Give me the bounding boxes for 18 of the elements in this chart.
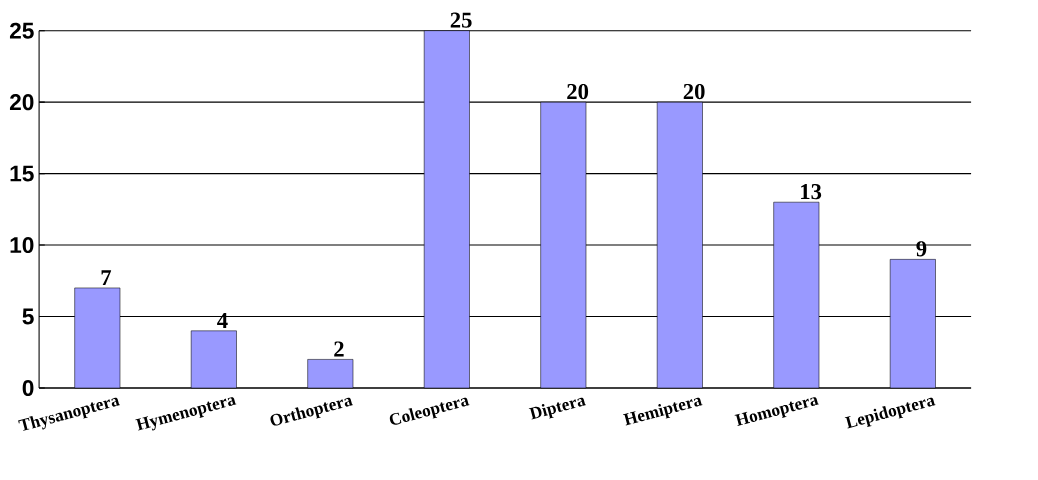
x-tick-label: Orthoptera xyxy=(270,397,354,426)
data-label: 9 xyxy=(916,241,927,257)
data-label: 13 xyxy=(801,184,822,200)
data-label: 7 xyxy=(101,270,112,286)
data-label: 25 xyxy=(450,12,472,28)
x-tick-label: Coleoptera xyxy=(389,397,470,425)
x-tick-label: Diptera xyxy=(528,397,587,420)
x-tick-label: Hemiptera xyxy=(622,397,703,426)
y-tick-label: 25 xyxy=(9,22,34,39)
x-tick-label: Homoptera xyxy=(734,397,819,427)
y-tick-label: 5 xyxy=(22,308,34,325)
y-tick-label: 15 xyxy=(10,165,34,182)
y-tick-label: 20 xyxy=(9,94,34,111)
y-tick-label: 10 xyxy=(10,237,34,254)
data-label: 2 xyxy=(334,341,344,357)
data-label: 20 xyxy=(683,83,705,100)
data-label: 20 xyxy=(567,83,589,100)
y-tick-label: 0 xyxy=(22,379,34,397)
